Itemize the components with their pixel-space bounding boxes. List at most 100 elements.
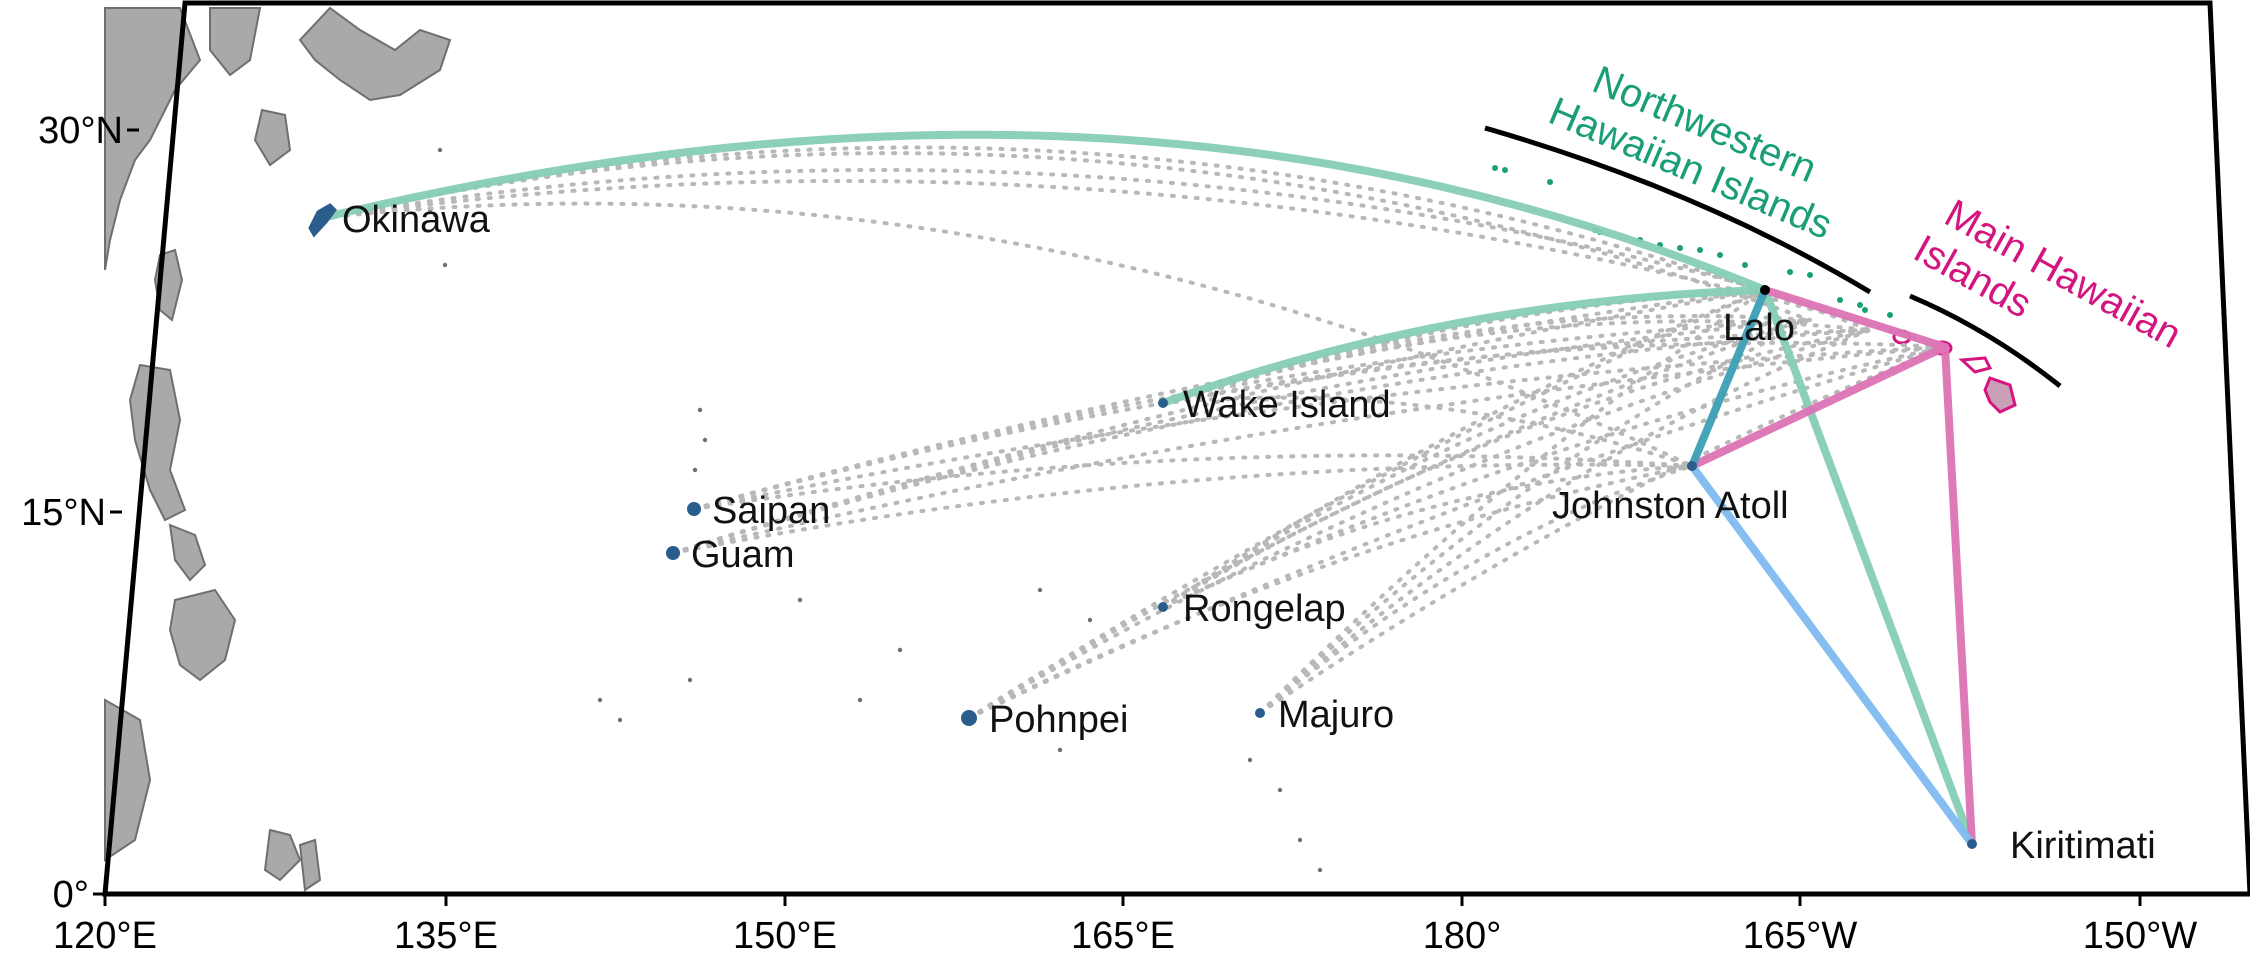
x-tick-label: 120°E: [53, 915, 157, 954]
nwhi-island-mark: [1502, 167, 1508, 173]
johnston-marker: [1687, 461, 1697, 471]
small-island-land: [437, 147, 443, 153]
dotted-connection-pohnpei: [967, 464, 1694, 720]
dotted-connection-majuro: [1258, 345, 1947, 715]
nwhi-island-mark: [1717, 252, 1723, 258]
small-island-land: [857, 697, 863, 703]
sulawesi-land: [263, 828, 302, 882]
nwhi-island-mark: [1887, 312, 1893, 318]
dotted-connection-saipan: [692, 453, 1694, 511]
axis-ticks: 120°E 135°E 150°E 165°E 180° 165°W 150°W 0° 15°N…: [21, 110, 2197, 954]
japan-honshu-land: [298, 6, 452, 102]
site-label-kiritimati: Kiritimati: [2010, 825, 2156, 867]
dotted-connection-saipan: [692, 345, 1947, 511]
nwhi-island-mark: [1677, 245, 1683, 251]
map-frame: [102, 0, 2250, 897]
mindanao-land: [168, 588, 237, 682]
small-island-land: [687, 677, 693, 683]
saipan-marker: [687, 502, 701, 516]
okinawa-marker: [308, 203, 337, 238]
dotted-connection-guam: [671, 318, 1812, 555]
nwhi-island-mark: [1547, 179, 1553, 185]
small-island-land: [797, 597, 803, 603]
dotted-connection-okinawa: [320, 145, 1872, 332]
site-label-wake: Wake Island: [1183, 384, 1391, 426]
land-masses: [104, 6, 1323, 892]
dotted-connection-guam: [671, 345, 1947, 555]
path-johnston-mhi: [1688, 343, 1949, 470]
path-mhi-kiritimati: [1941, 343, 1976, 848]
small-island-land: [1297, 837, 1303, 843]
lalo-marker: [1760, 285, 1770, 295]
nwhi-island-mark: [1807, 272, 1813, 278]
small-island-land: [1317, 867, 1323, 873]
nwhi-island-mark: [1787, 269, 1793, 275]
halmahera-land: [298, 838, 322, 892]
dotted-connection-rongelap: [1161, 318, 1812, 609]
dotted-connection-majuro: [1258, 288, 1767, 715]
small-island-land: [1277, 787, 1283, 793]
small-island-land: [1247, 757, 1253, 763]
majuro-marker: [1255, 708, 1265, 718]
small-island-land: [597, 697, 603, 703]
site-label-lalo: Lalo: [1723, 307, 1795, 349]
japan-kyushu-land: [253, 108, 292, 167]
y-tick-label: 0°: [53, 874, 89, 916]
small-island-land: [1087, 617, 1093, 623]
path-johnston-kiritimati: [1688, 462, 1976, 848]
path-okinawa-lalo: [318, 130, 1769, 294]
y-tick-label: 30°N: [38, 110, 123, 152]
nwhi-island-mark: [1492, 165, 1498, 171]
big-island: [1983, 376, 2017, 414]
nwhi-bracket: [1484, 125, 1872, 295]
dotted-connection-pohnpei: [967, 318, 1812, 720]
dotted-connection-pohnpei: [967, 328, 1872, 720]
borneo-land: [104, 698, 152, 862]
site-markers: [308, 203, 1977, 849]
dotted-connection-guam: [671, 462, 1694, 555]
luzon-land: [128, 363, 187, 522]
pohnpei-marker: [961, 710, 977, 726]
y-tick-label: 15°N: [21, 492, 106, 534]
nwhi-island-mark: [1837, 297, 1843, 303]
site-label-majuro: Majuro: [1278, 694, 1394, 736]
site-label-guam: Guam: [691, 534, 794, 576]
dotted-connection-majuro: [1258, 464, 1694, 715]
dotted-connection-wake: [1161, 319, 1872, 405]
hawaiian-islands: [1492, 165, 2017, 414]
kiritimati-marker: [1967, 839, 1977, 849]
x-tick-label: 180°: [1423, 915, 1502, 954]
x-tick-label: 165°W: [1743, 915, 1858, 954]
korea-land: [209, 7, 262, 77]
nwhi-island-mark: [1862, 307, 1868, 313]
dotted-connection-wake: [1161, 395, 1694, 468]
nwhi-island-mark: [1697, 247, 1703, 253]
dotted-connection-okinawa: [320, 167, 1767, 292]
dotted-connection-guam: [671, 328, 1872, 555]
small-island-land: [1037, 587, 1043, 593]
small-island-land: [442, 262, 448, 268]
dotted-connection-okinawa: [320, 151, 1812, 322]
highlighted-paths: [318, 130, 1976, 848]
small-island-land: [432, 212, 438, 218]
small-island-land: [617, 717, 623, 723]
rongelap-marker: [1158, 602, 1168, 612]
path-wake-lalo: [1159, 286, 1769, 407]
small-island-land: [692, 467, 698, 473]
x-tick-label: 150°E: [733, 915, 837, 954]
path-lalo-mhi: [1761, 286, 1949, 351]
site-label-rongelap: Rongelap: [1183, 588, 1346, 630]
path-lalo-kiritimati: [1761, 286, 1976, 848]
guam-marker: [666, 546, 680, 560]
x-tick-label: 150°W: [2083, 915, 2198, 954]
site-label-pohnpei: Pohnpei: [989, 699, 1128, 741]
site-label-okinawa: Okinawa: [342, 199, 491, 241]
visayas-land: [168, 523, 207, 582]
small-island-land: [1057, 747, 1063, 753]
wake-marker: [1158, 398, 1168, 408]
small-island-land: [897, 647, 903, 653]
maui-nui-islands: [1958, 356, 1993, 374]
site-label-saipan: Saipan: [712, 490, 830, 532]
